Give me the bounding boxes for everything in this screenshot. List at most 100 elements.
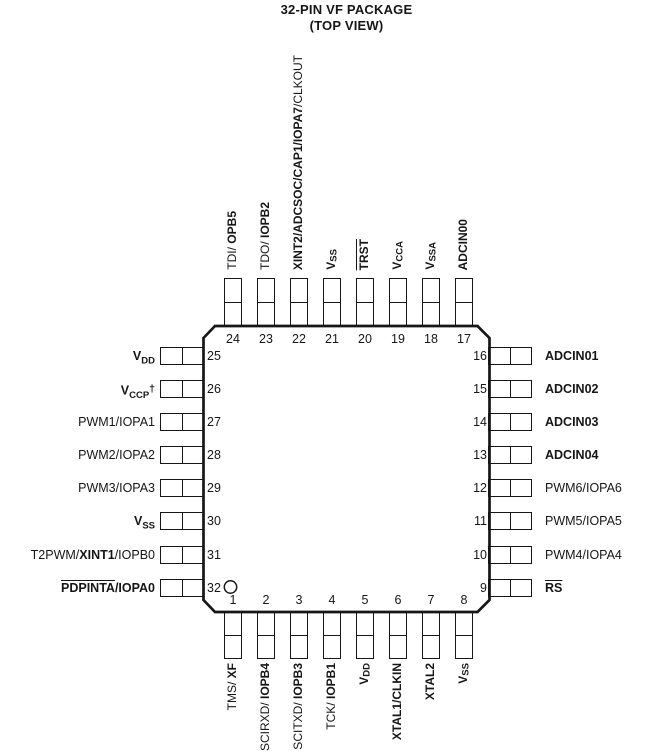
pin-23-number: 23 — [259, 332, 273, 346]
pin-lead-divider — [510, 579, 511, 597]
pin-lead-divider — [389, 302, 407, 303]
pin-21-box — [323, 278, 341, 326]
pin-lead-divider — [510, 546, 511, 564]
label-segment: PWM6/IOPA6 — [545, 481, 622, 495]
pin-16-label: ADCIN01 — [545, 348, 599, 365]
pin-6-box — [389, 611, 407, 659]
pin-lead-divider — [182, 579, 183, 597]
pin-18-box — [422, 278, 440, 326]
pin-2-label: SCIRXD/ IOPB4 — [257, 663, 274, 751]
label-segment: † — [149, 383, 155, 395]
pin-24-box — [224, 278, 242, 326]
pin-lead-divider — [356, 302, 374, 303]
pin-30-label: VSS — [134, 513, 155, 532]
pin-11-box — [488, 512, 532, 530]
pin-27-number: 27 — [207, 415, 221, 429]
pin-27-box — [160, 413, 204, 431]
pin-14-number: 14 — [473, 415, 487, 429]
pin-lead-divider — [510, 347, 511, 365]
pin-lead-divider — [510, 512, 511, 530]
label-segment: /CLKOUT — [291, 54, 305, 107]
pin-22-label: XINT2/ADCSOC/CAP1/IOPA7/CLKOUT — [290, 55, 307, 270]
label-segment: TMS/ — [225, 678, 239, 711]
pin-13-label: ADCIN04 — [545, 447, 599, 464]
pin-lead-divider — [455, 635, 473, 636]
label-segment: V — [390, 261, 404, 270]
pin-18-number: 18 — [424, 332, 438, 346]
pin-lead-divider — [422, 635, 440, 636]
pin-12-box — [488, 479, 532, 497]
pin-25-label: VDD — [133, 348, 155, 367]
pin-lead-divider — [182, 546, 183, 564]
pin-3-box — [290, 611, 308, 659]
pin-lead-divider — [455, 302, 473, 303]
pin-7-label: XTAL2 — [422, 663, 439, 700]
pin-10-label: PWM4/IOPA4 — [545, 547, 622, 564]
pin-lead-divider — [257, 635, 275, 636]
pin-32-label: PDPINTA/IOPA0 — [61, 580, 155, 597]
pin-24-label: TDI/ OPB5 — [224, 211, 241, 270]
pin-lead-divider — [224, 635, 242, 636]
label-segment: ADCIN02 — [545, 382, 599, 396]
pin-29-label: PWM3/IOPA3 — [78, 480, 155, 497]
label-segment: PWM3/IOPA3 — [78, 481, 155, 495]
label-segment: CCA — [394, 241, 406, 262]
pin-4-number: 4 — [328, 593, 336, 607]
pin-3-label: SCITXD/ IOPB3 — [290, 663, 307, 750]
pin-24-number: 24 — [226, 332, 240, 346]
label-segment: PWM4/IOPA4 — [545, 548, 622, 562]
label-segment: OPB5 — [225, 211, 239, 244]
title-line-1: 32-PIN VF PACKAGE — [280, 2, 413, 17]
label-segment: RS — [545, 581, 563, 595]
pin-8-box — [455, 611, 473, 659]
pin-16-box — [488, 347, 532, 365]
pin-19-label: VCCA — [389, 241, 406, 270]
label-segment: XINT2/ADCSOC/CAP1/IOPA7 — [291, 106, 305, 270]
label-segment: TRST — [357, 238, 371, 270]
pin-30-box — [160, 512, 204, 530]
pin-21-number: 21 — [325, 332, 339, 346]
pin-17-number: 17 — [457, 332, 471, 346]
pin-25-number: 25 — [207, 349, 221, 363]
label-segment: XTAL1/CLKIN — [390, 663, 404, 741]
label-segment: IOPB1 — [324, 663, 338, 700]
pin-lead-divider — [510, 446, 511, 464]
pin-20-number: 20 — [358, 332, 372, 346]
pin-20-box — [356, 278, 374, 326]
label-segment: XINT1 — [79, 548, 115, 562]
label-segment: /IOPA0 — [114, 581, 155, 595]
pin-17-box — [455, 278, 473, 326]
pin-9-label: RS — [545, 580, 562, 597]
pin-lead-divider — [182, 380, 183, 398]
label-segment: SS — [460, 663, 472, 676]
pin-4-label: TCK/ IOPB1 — [323, 663, 340, 730]
pin-5-box — [356, 611, 374, 659]
label-segment: PDPINTA — [61, 581, 115, 595]
pin-23-box — [257, 278, 275, 326]
pin-31-label: T2PWM/XINT1/IOPB0 — [31, 547, 155, 564]
pin-30-number: 30 — [207, 514, 221, 528]
pin-28-label: PWM2/IOPA2 — [78, 447, 155, 464]
label-segment: PWM5/IOPA5 — [545, 514, 622, 528]
label-segment: TDI/ — [225, 244, 239, 270]
pin-31-box — [160, 546, 204, 564]
pin-lead-divider — [510, 413, 511, 431]
pin-27-label: PWM1/IOPA1 — [78, 414, 155, 431]
label-segment: SCITXD/ — [291, 699, 305, 750]
label-segment: DD — [361, 663, 373, 677]
pin-12-label: PWM6/IOPA6 — [545, 480, 622, 497]
pin-5-number: 5 — [361, 593, 369, 607]
pin-26-label: VCCP† — [121, 381, 155, 401]
pin-11-number: 11 — [474, 514, 487, 528]
pin-7-number: 7 — [427, 593, 435, 607]
label-segment: SS — [142, 520, 155, 532]
pin-29-box — [160, 479, 204, 497]
pin-10-number: 10 — [473, 548, 487, 562]
pin-15-box — [488, 380, 532, 398]
label-segment: TDO/ — [258, 238, 272, 270]
pin-10-box — [488, 546, 532, 564]
label-segment: ADCIN03 — [545, 415, 599, 429]
label-segment: CCP — [129, 390, 150, 401]
label-segment: /IOPB0 — [114, 548, 155, 562]
